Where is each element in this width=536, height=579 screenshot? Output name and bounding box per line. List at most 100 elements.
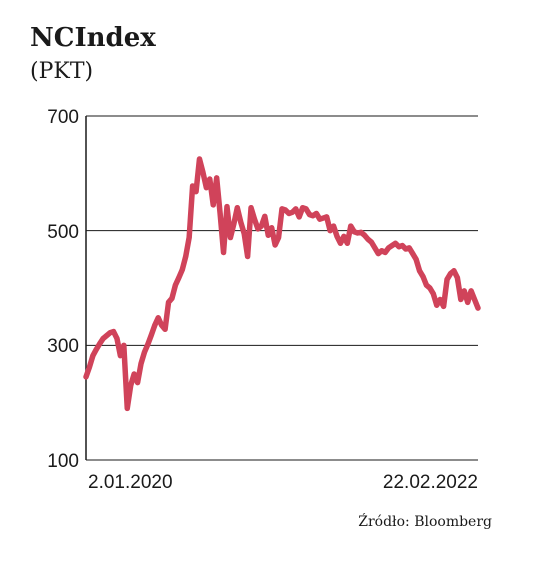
data-point — [100, 335, 106, 341]
data-point — [196, 156, 202, 162]
data-point — [358, 229, 364, 235]
data-point — [382, 249, 388, 255]
data-point — [327, 228, 333, 234]
data-point — [344, 240, 350, 246]
data-point — [86, 364, 92, 370]
data-point — [454, 275, 460, 281]
data-point — [276, 235, 282, 241]
data-point — [104, 333, 110, 339]
data-point — [152, 322, 158, 328]
data-point — [114, 335, 120, 341]
data-point — [437, 296, 443, 302]
data-point — [420, 274, 426, 280]
data-point — [179, 267, 185, 273]
data-point — [93, 346, 99, 352]
y-tick-label-700: 700 — [47, 107, 79, 128]
data-point — [441, 303, 447, 309]
data-point — [337, 240, 343, 246]
source-note: Źródło: Bloomberg — [358, 512, 492, 530]
data-point — [221, 249, 227, 255]
data-point — [272, 242, 278, 248]
data-point — [362, 232, 368, 238]
data-point — [468, 288, 474, 294]
data-point — [368, 239, 374, 245]
data-point — [255, 226, 261, 232]
data-point — [138, 361, 144, 367]
data-point — [186, 235, 192, 241]
data-point — [410, 251, 416, 257]
gridlines — [86, 115, 478, 461]
data-point — [461, 288, 467, 294]
data-point — [124, 405, 130, 411]
data-point — [207, 176, 213, 182]
data-point — [193, 189, 199, 195]
y-tick-label-500: 500 — [47, 222, 79, 243]
data-point — [331, 223, 337, 229]
data-point — [162, 326, 168, 332]
data-point — [135, 380, 141, 386]
data-point — [128, 382, 134, 388]
data-point — [131, 371, 137, 377]
data-point — [341, 233, 347, 239]
data-point — [238, 219, 244, 225]
data-point — [231, 221, 237, 227]
y-tick-label-100: 100 — [47, 451, 79, 472]
data-point — [375, 251, 381, 257]
data-point — [172, 282, 178, 288]
data-point — [190, 183, 196, 189]
data-point — [148, 332, 154, 338]
data-point — [90, 353, 96, 359]
data-point — [117, 353, 123, 359]
data-point — [434, 302, 440, 308]
data-point — [365, 236, 371, 242]
data-point — [423, 282, 429, 288]
data-point — [111, 329, 117, 335]
data-point — [258, 223, 264, 229]
data-point — [159, 322, 165, 328]
data-point — [169, 295, 175, 301]
x-tick-label-end: 22.02.2022 — [383, 472, 478, 493]
data-point — [334, 233, 340, 239]
data-point — [265, 232, 271, 238]
data-point — [324, 214, 330, 220]
data-point — [83, 374, 89, 380]
data-point — [303, 206, 309, 212]
data-point — [447, 271, 453, 277]
y-tick-label-300: 300 — [47, 336, 79, 357]
data-point — [245, 253, 251, 259]
data-point — [372, 245, 378, 251]
data-point — [166, 299, 172, 305]
data-point — [392, 240, 398, 246]
data-point — [269, 225, 275, 231]
data-point — [458, 296, 464, 302]
data-point — [313, 210, 319, 216]
data-point — [200, 169, 206, 175]
data-point — [224, 204, 230, 210]
data-point — [282, 207, 288, 213]
data-point — [262, 213, 268, 219]
data-point — [155, 315, 161, 321]
data-point — [183, 253, 189, 259]
chart-subtitle: (PKT) — [30, 59, 93, 84]
data-point — [430, 291, 436, 297]
data-point — [444, 276, 450, 282]
data-point — [427, 285, 433, 291]
data-point — [475, 305, 481, 311]
data-point — [472, 296, 478, 302]
data-point — [97, 341, 103, 347]
data-point — [217, 210, 223, 216]
data-point — [241, 231, 247, 237]
data-point — [399, 243, 405, 249]
data-point — [289, 209, 295, 215]
data-point — [451, 268, 457, 274]
data-point — [210, 202, 216, 208]
data-point — [348, 223, 354, 229]
chart-title: NCIndex — [30, 23, 156, 53]
data-point — [296, 214, 302, 220]
data-point — [121, 342, 127, 348]
data-point — [293, 206, 299, 212]
series-points — [83, 156, 481, 411]
data-point — [214, 175, 220, 181]
data-point — [413, 256, 419, 262]
